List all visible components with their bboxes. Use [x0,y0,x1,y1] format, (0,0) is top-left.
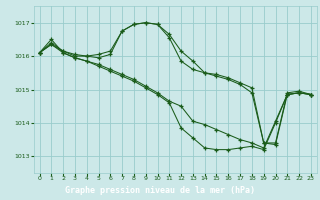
Text: Graphe pression niveau de la mer (hPa): Graphe pression niveau de la mer (hPa) [65,186,255,195]
